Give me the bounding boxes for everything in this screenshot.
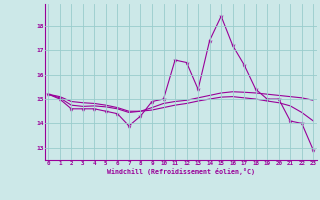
X-axis label: Windchill (Refroidissement éolien,°C): Windchill (Refroidissement éolien,°C): [107, 168, 255, 175]
